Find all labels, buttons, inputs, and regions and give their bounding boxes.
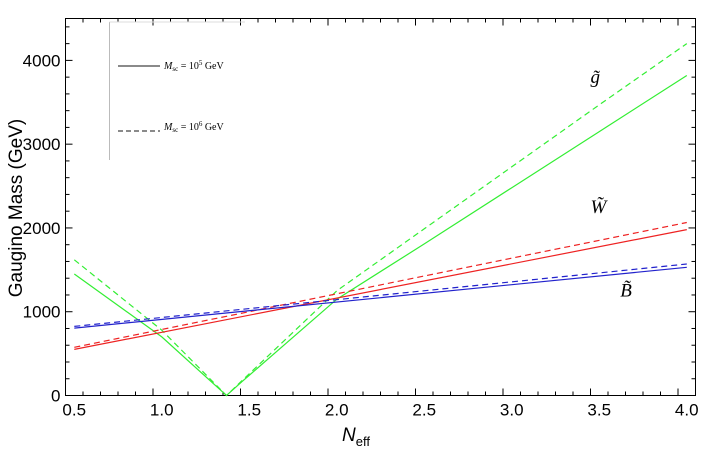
y-tick-label: 4000	[23, 51, 61, 70]
x-tick-label: 2.5	[412, 401, 436, 420]
y-tick-label: 2000	[23, 219, 61, 238]
y-tick-label: 1000	[23, 303, 61, 322]
series-line-bino-dashed	[74, 263, 687, 327]
series-line-wino-solid	[74, 229, 687, 350]
x-tick-label: 4.0	[675, 401, 699, 420]
series-line-bino-solid	[74, 266, 687, 329]
y-axis-title: Gaugino Mass (GeV)	[6, 119, 27, 297]
legend-label-solid: Msc = 105 GeV	[163, 59, 224, 73]
bino-curve-label: B̃	[620, 281, 632, 302]
x-tick-label: 1.5	[237, 401, 261, 420]
x-tick-label: 0.5	[62, 401, 86, 420]
x-tick-label: 2.0	[325, 401, 349, 420]
series-layer	[73, 43, 688, 397]
y-tick-label: 0	[51, 387, 60, 406]
y-tick-label: 3000	[23, 135, 61, 154]
legend-label-dashed: Msc = 106 GeV	[163, 120, 224, 134]
x-tick-label: 3.0	[500, 401, 524, 420]
x-tick-label: 1.0	[150, 401, 174, 420]
wino-curve-label: W̃	[591, 197, 609, 218]
legend: Msc = 105 GeV Msc = 106 GeV	[109, 21, 245, 160]
x-axis-title: Neff	[342, 425, 370, 449]
series-line-wino-dashed	[74, 221, 687, 348]
x-tick-label: 3.5	[587, 401, 611, 420]
series-line-gluino-dashed	[73, 43, 688, 397]
gluino-curve-label: g̃	[591, 67, 601, 88]
tick-labels: 0.5 1.0 1.5 2.0 2.5 3.0 3.5 4.0 0 1000 2000 3000 400…	[23, 51, 699, 419]
